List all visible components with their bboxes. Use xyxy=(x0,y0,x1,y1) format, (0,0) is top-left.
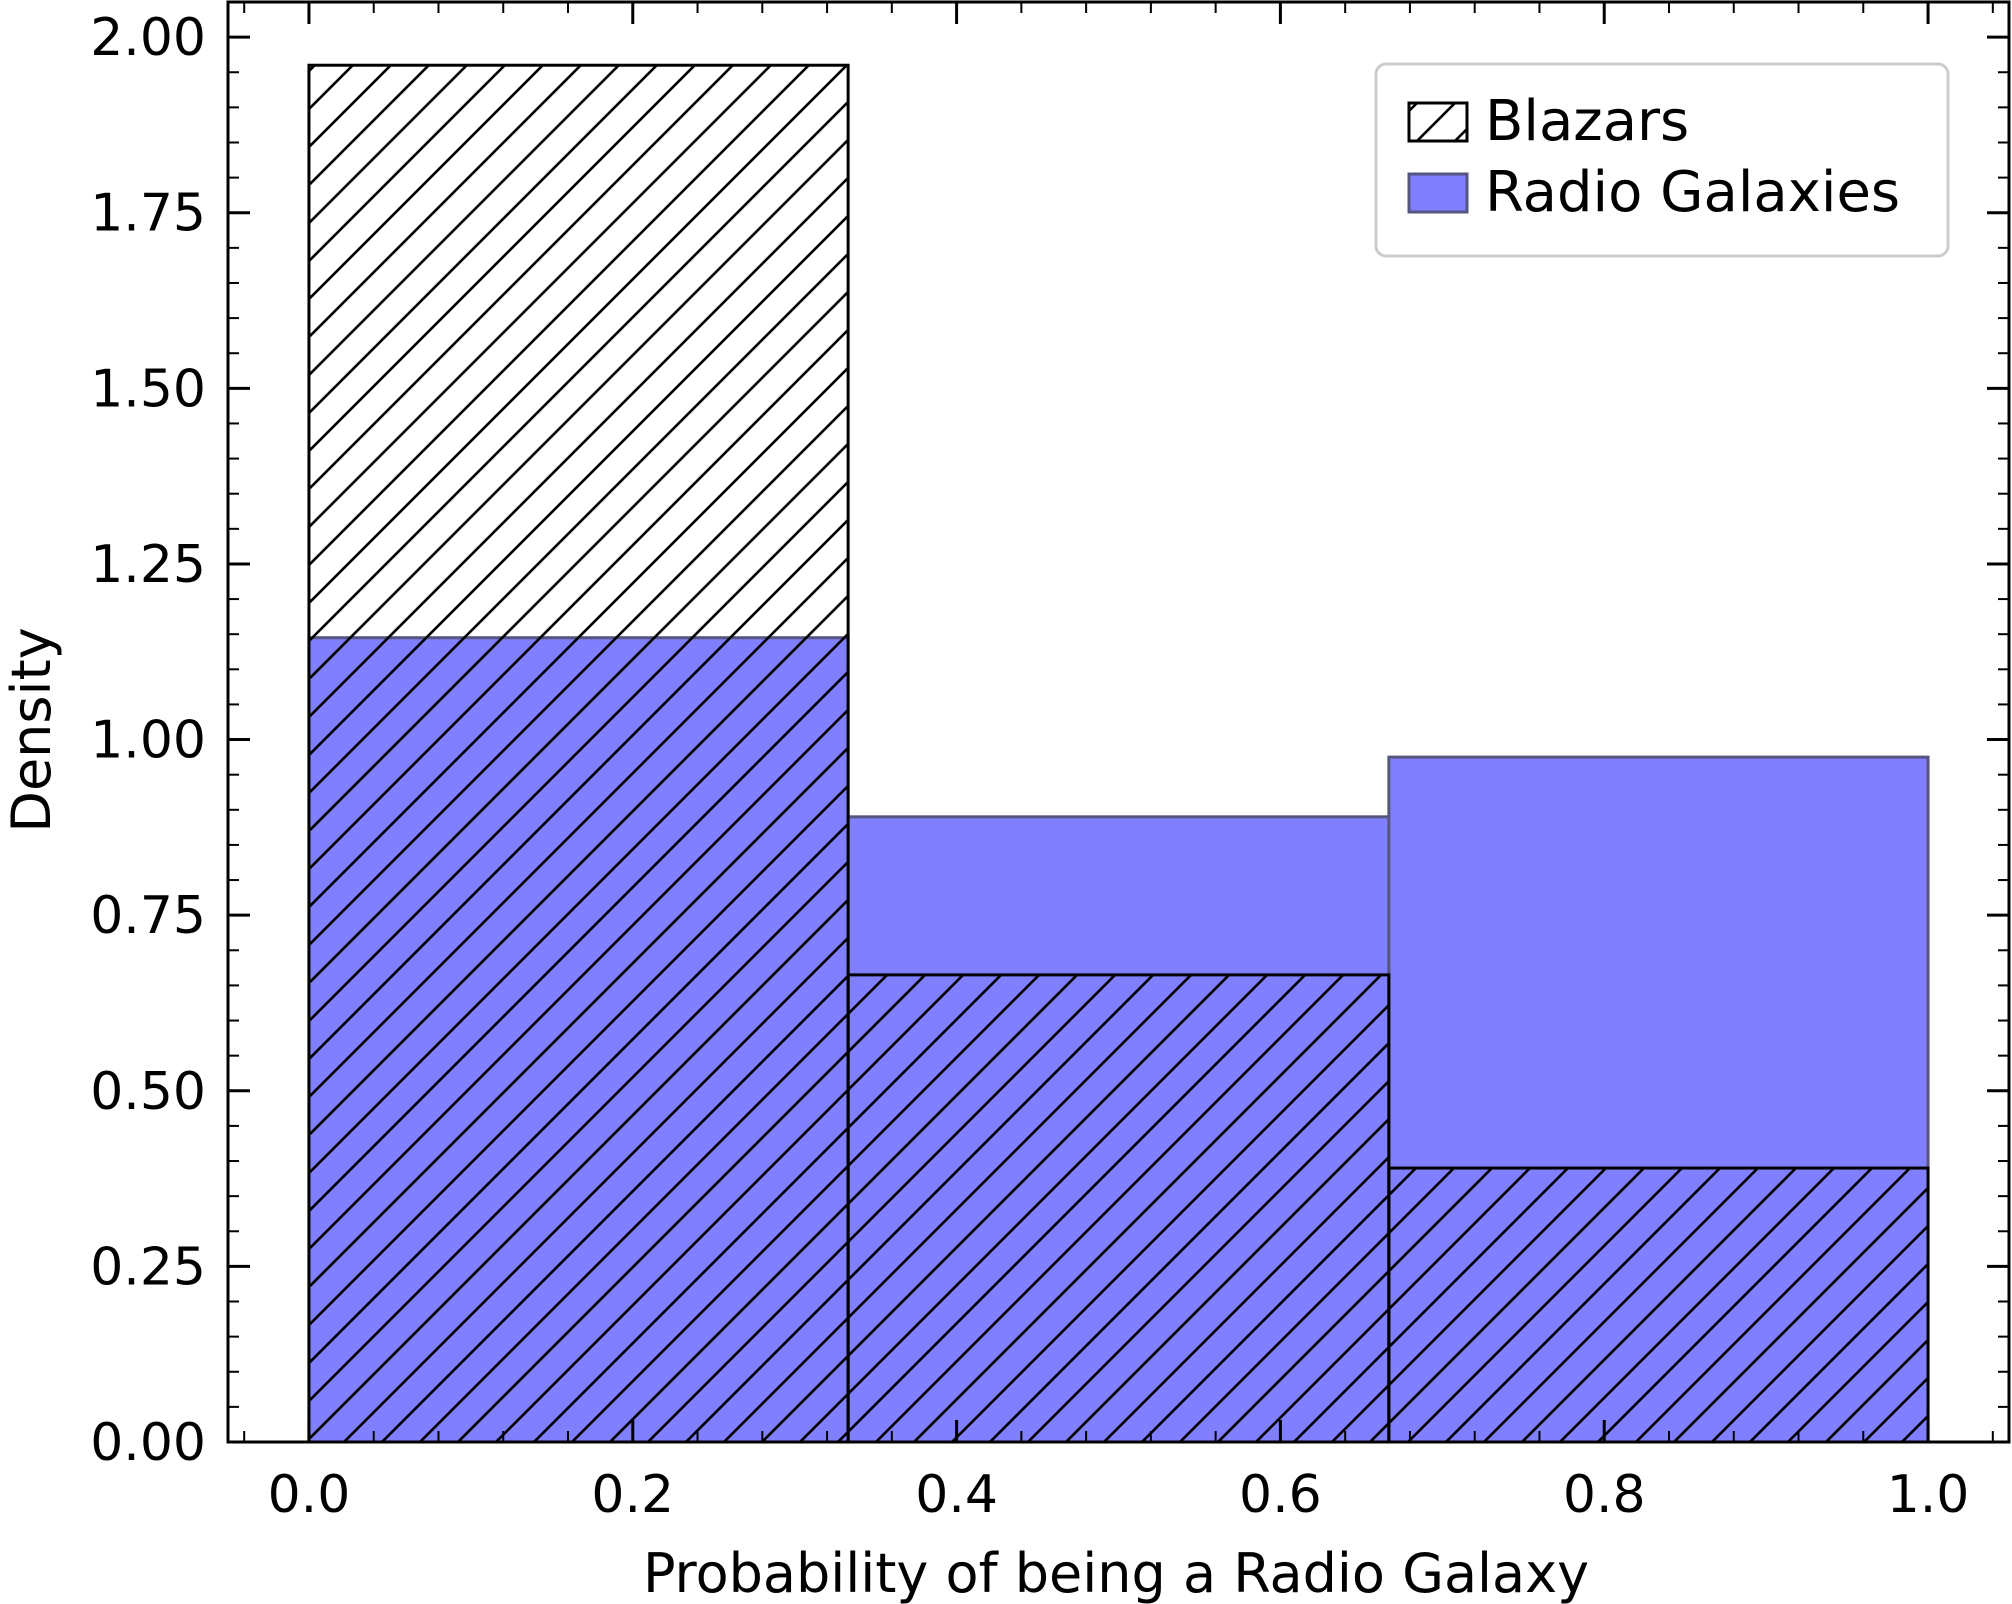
y-tick-label: 0.50 xyxy=(90,1062,206,1122)
y-tick-label: 2.00 xyxy=(90,8,206,68)
bar-blazars-0 xyxy=(307,63,850,1444)
y-axis-label: Density xyxy=(0,627,63,832)
x-tick-label: 0.0 xyxy=(268,1465,351,1525)
x-tick-label: 0.6 xyxy=(1239,1465,1322,1525)
y-tick-label: 1.00 xyxy=(90,711,206,771)
bar-blazars-1 xyxy=(846,973,1391,1444)
y-tick-label: 0.00 xyxy=(90,1413,206,1473)
y-tick-label: 0.25 xyxy=(90,1237,206,1297)
y-tick-label: 1.75 xyxy=(90,184,206,244)
x-axis-label: Probability of being a Radio Galaxy xyxy=(643,1542,1589,1604)
legend-label-blazars: Blazars xyxy=(1485,89,1689,154)
y-tick-label: 0.75 xyxy=(90,886,206,946)
legend-frame xyxy=(1374,62,1950,258)
bar-blazars-2 xyxy=(1387,1166,1930,1444)
x-tick-label: 1.0 xyxy=(1887,1465,1970,1525)
legend-swatch-radio-galaxies xyxy=(1407,172,1469,214)
legend-swatch-blazars xyxy=(1407,101,1469,143)
legend-label-radio-galaxies: Radio Galaxies xyxy=(1485,160,1900,225)
x-tick-label: 0.8 xyxy=(1563,1465,1646,1525)
legend: Blazars Radio Galaxies xyxy=(1374,62,1950,258)
x-tick-label: 0.4 xyxy=(915,1465,998,1525)
y-tick-label: 1.50 xyxy=(90,359,206,419)
y-tick-label: 1.25 xyxy=(90,535,206,595)
x-tick-label: 0.2 xyxy=(591,1465,674,1525)
plot-frame xyxy=(226,0,2011,1444)
